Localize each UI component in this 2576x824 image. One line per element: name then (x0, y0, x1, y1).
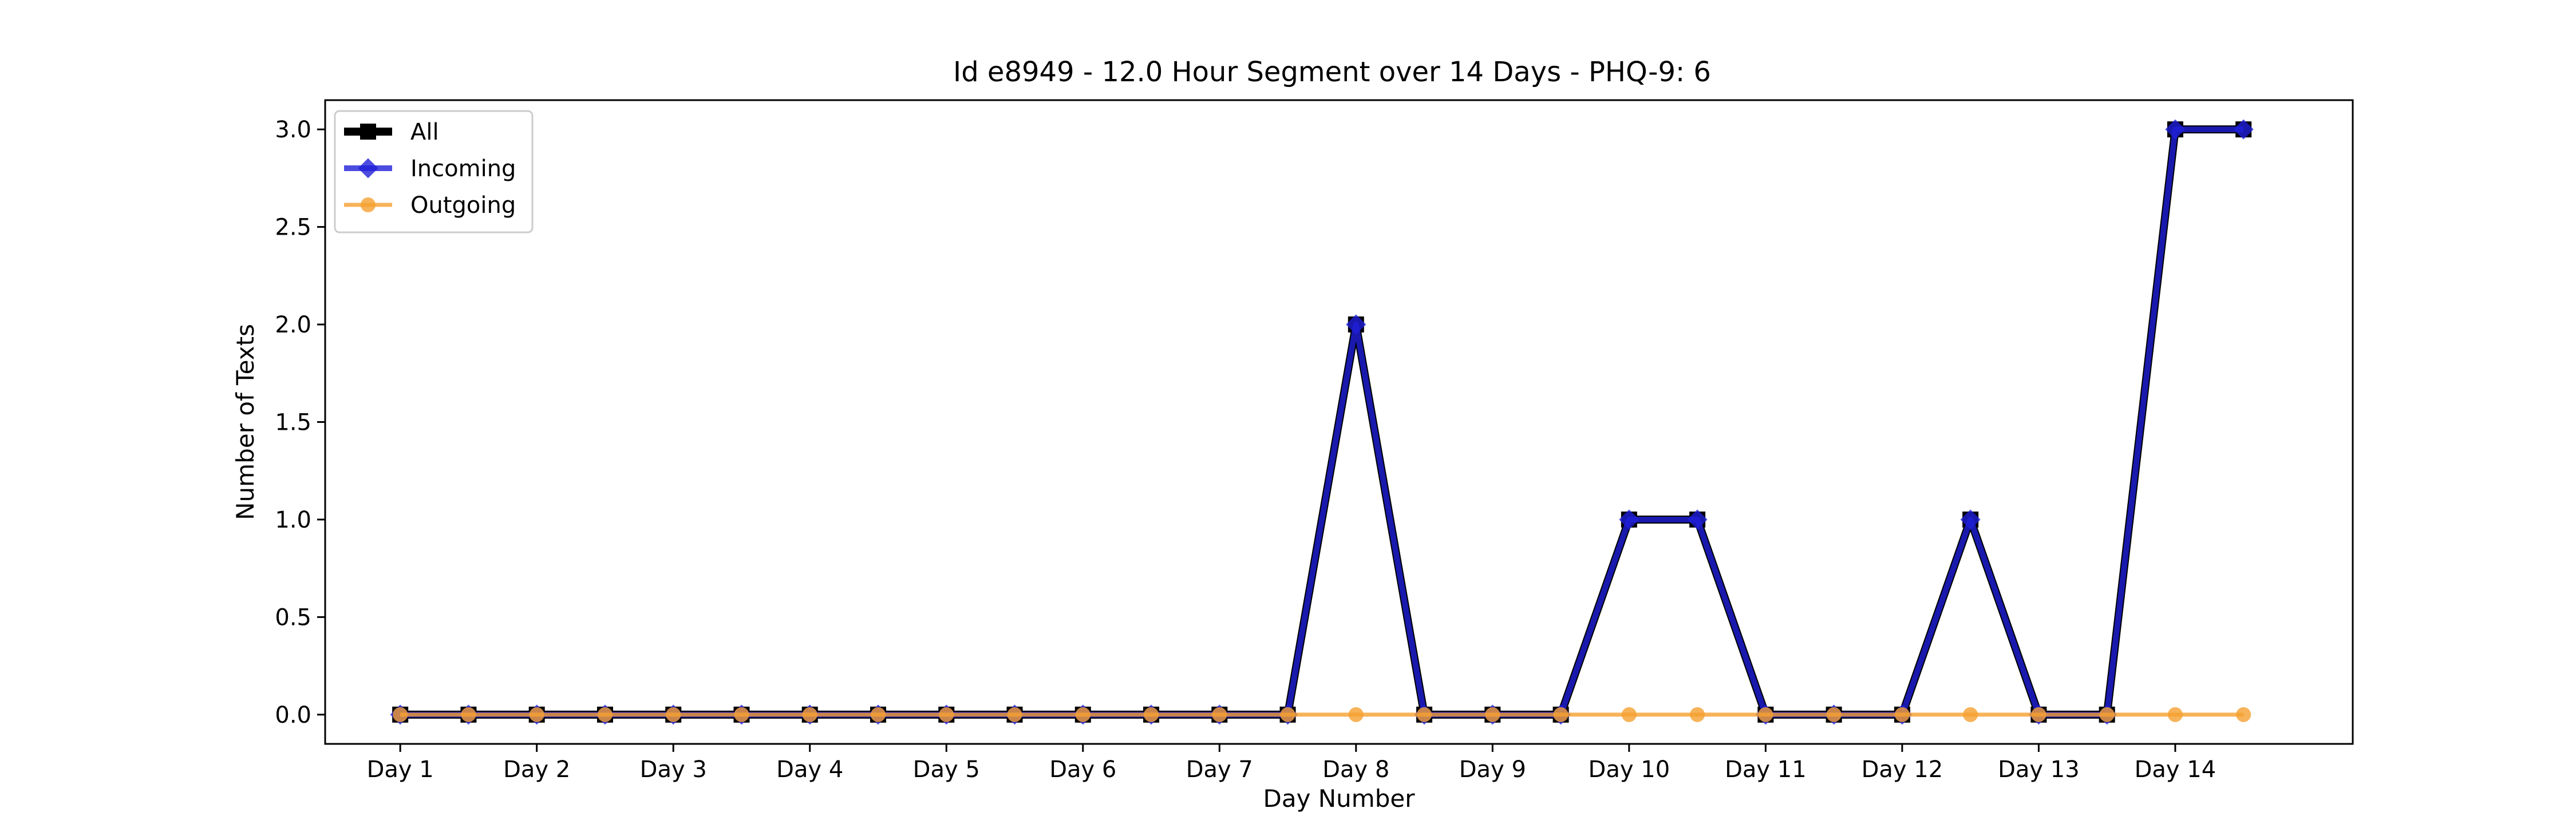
legend-marker (360, 124, 376, 140)
data-point-outgoing (1075, 707, 1091, 722)
x-axis: Day 1 Day 2 Day 3 Day 4 Day 5 Day 6 Day 7 Day 8… (367, 744, 2217, 783)
legend-marker (361, 197, 376, 212)
data-point-outgoing (1212, 707, 1227, 722)
data-point-outgoing (597, 707, 613, 722)
data-point-outgoing (1144, 707, 1159, 722)
plot-lines (390, 119, 2254, 725)
y-tick-label: 0.0 (275, 702, 311, 728)
data-point-outgoing (1690, 707, 1705, 722)
data-point-outgoing (1826, 707, 1842, 722)
data-point-outgoing (1758, 707, 1773, 722)
data-point-outgoing (666, 707, 681, 722)
data-point-incoming (1960, 509, 1981, 530)
x-tick-label: Day 9 (1459, 756, 1526, 783)
y-axis-label: Number of Texts (231, 324, 259, 520)
data-point-outgoing (1553, 707, 1568, 722)
legend-label: Incoming (410, 156, 516, 182)
data-point-outgoing (393, 707, 408, 722)
data-point-outgoing (802, 707, 817, 722)
y-tick-label: 2.5 (275, 215, 311, 241)
data-point-incoming (2165, 119, 2186, 140)
x-tick-label: Day 2 (503, 756, 570, 783)
data-point-incoming (1346, 314, 1366, 335)
data-point-outgoing (1280, 707, 1295, 722)
x-tick-label: Day 11 (1725, 756, 1807, 783)
data-point-outgoing (1894, 707, 1910, 722)
data-point-outgoing (2099, 707, 2115, 722)
data-point-incoming (1687, 509, 1708, 530)
legend-marker (358, 158, 378, 179)
data-point-outgoing (1963, 707, 1978, 722)
y-tick-label: 2.0 (275, 312, 311, 338)
x-tick-label: Day 5 (913, 756, 980, 783)
x-tick-label: Day 10 (1589, 756, 1670, 783)
x-tick-label: Day 4 (776, 756, 843, 783)
data-point-outgoing (529, 707, 544, 722)
x-tick-label: Day 7 (1186, 756, 1253, 783)
data-point-outgoing (1007, 707, 1022, 722)
data-point-outgoing (2167, 707, 2183, 722)
y-tick-label: 1.5 (275, 410, 311, 436)
data-point-outgoing (939, 707, 954, 722)
data-point-incoming (2233, 119, 2254, 140)
legend-label: Outgoing (410, 192, 516, 219)
data-point-outgoing (871, 707, 886, 722)
series-outgoing (393, 707, 2251, 722)
x-tick-label: Day 8 (1322, 756, 1389, 783)
x-tick-label: Day 12 (1862, 756, 1943, 783)
x-axis-label: Day Number (1263, 785, 1415, 813)
data-point-outgoing (1485, 707, 1500, 722)
data-point-outgoing (734, 707, 749, 722)
y-tick-label: 1.0 (275, 507, 311, 533)
x-tick-label: Day 6 (1049, 756, 1116, 783)
chart-title: Id e8949 - 12.0 Hour Segment over 14 Day… (953, 56, 1711, 88)
y-tick-label: 3.0 (275, 117, 311, 143)
legend-box (334, 110, 534, 233)
x-tick-label: Day 14 (2135, 756, 2217, 783)
data-point-outgoing (1621, 707, 1637, 722)
y-tick-label: 0.5 (275, 604, 311, 631)
y-axis: 0.0 0.5 1.0 1.5 2.0 2.5 3.0 (275, 117, 325, 728)
data-point-incoming (1619, 509, 1639, 530)
data-point-outgoing (461, 707, 476, 722)
x-tick-label: Day 3 (640, 756, 707, 783)
x-tick-label: Day 1 (367, 756, 434, 783)
data-point-outgoing (2031, 707, 2046, 722)
x-tick-label: Day 13 (1998, 756, 2080, 783)
data-point-outgoing (1348, 707, 1364, 722)
data-point-outgoing (2236, 707, 2251, 722)
legend-label: All (410, 119, 439, 145)
legend: All Incoming Outgoing (334, 110, 534, 233)
data-point-outgoing (1417, 707, 1432, 722)
